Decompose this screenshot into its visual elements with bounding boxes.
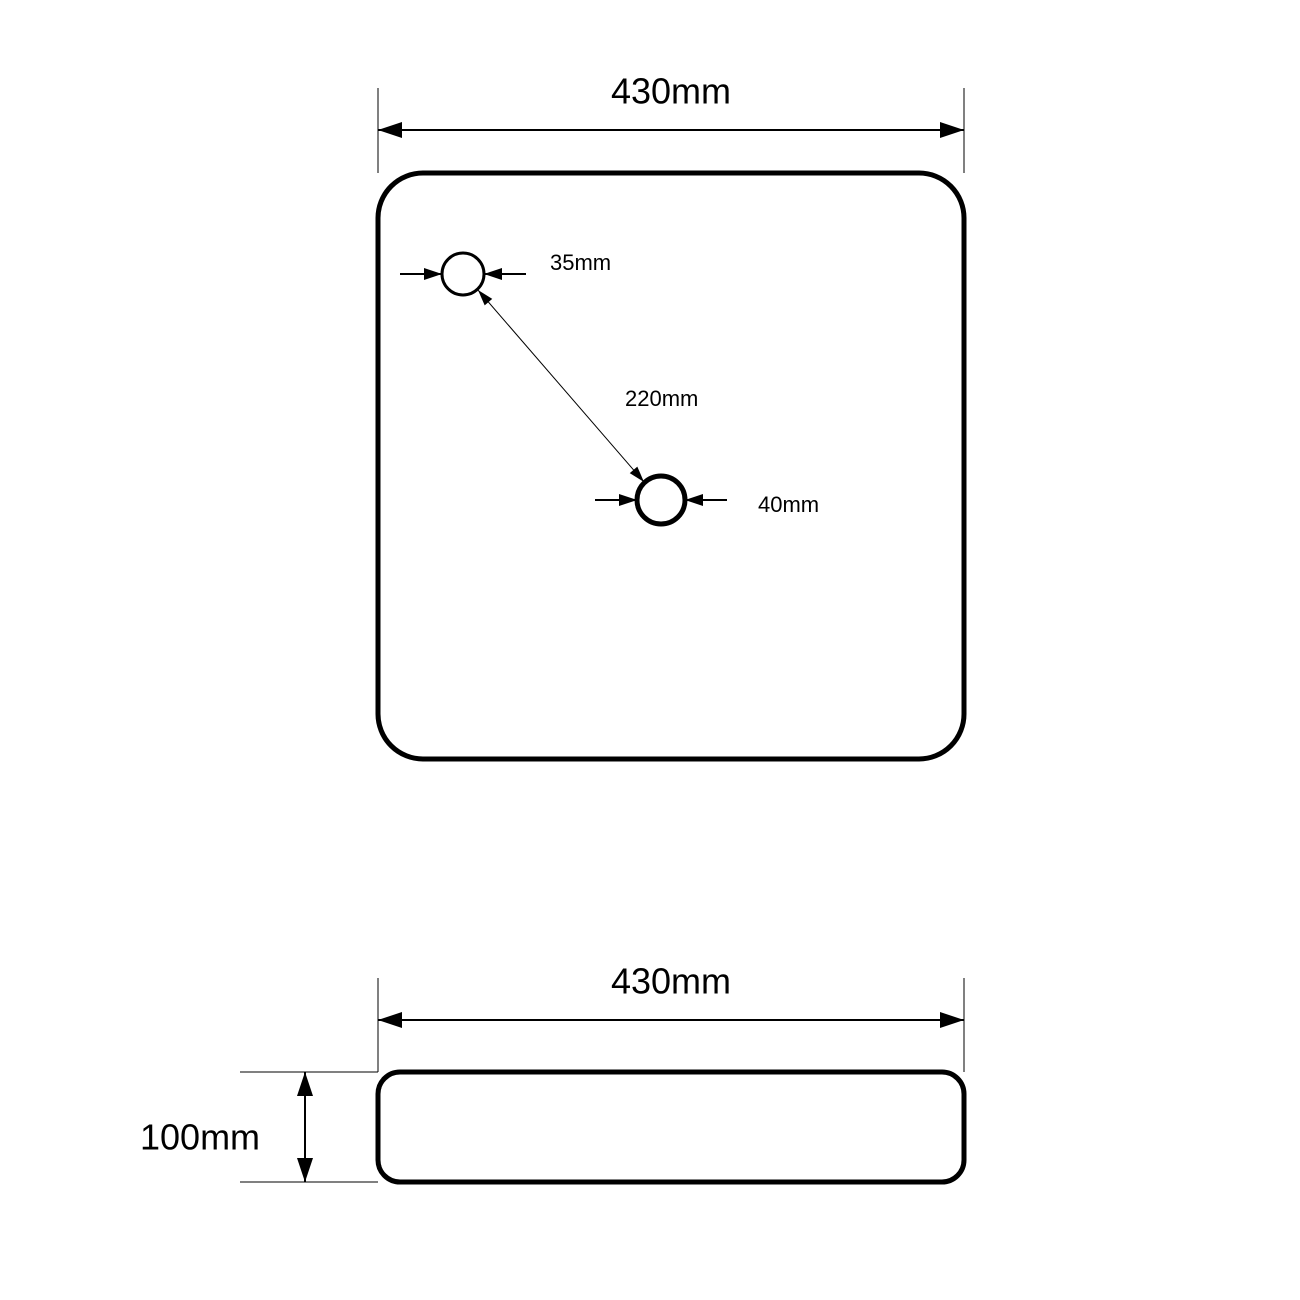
top-view-outline — [378, 173, 964, 759]
svg-text:430mm: 430mm — [611, 71, 731, 112]
side-view-outline — [378, 1072, 964, 1182]
svg-text:100mm: 100mm — [140, 1117, 260, 1158]
svg-text:35mm: 35mm — [550, 250, 611, 275]
hole-small — [442, 253, 484, 295]
hole-large — [637, 476, 685, 524]
svg-text:220mm: 220mm — [625, 386, 698, 411]
svg-text:40mm: 40mm — [758, 492, 819, 517]
svg-text:430mm: 430mm — [611, 961, 731, 1002]
